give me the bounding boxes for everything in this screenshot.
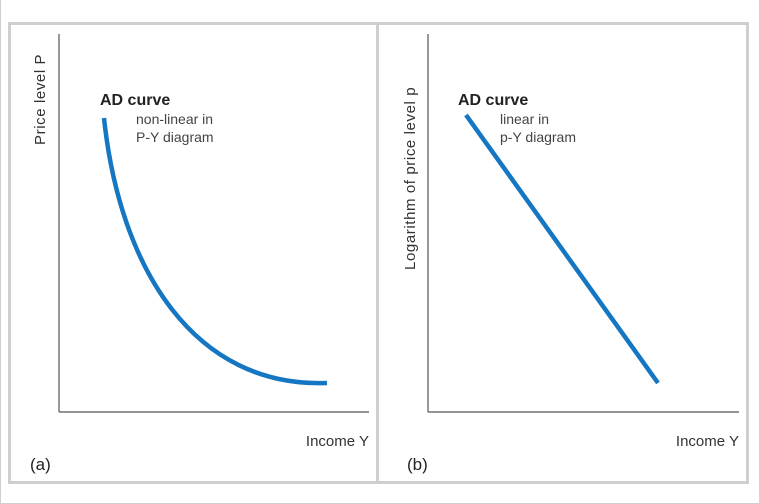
panel-a-ad-curve (101, 117, 328, 386)
panel-b-tag: (b) (407, 455, 428, 474)
panel-b-curve-title: AD curve (458, 92, 528, 109)
panel-a-curve-note-2: P-Y diagram (136, 129, 214, 145)
panel-a-tag: (a) (30, 455, 51, 474)
panel-a-curve-title: AD curve (100, 92, 170, 109)
panel-b-y-axis-label: Logarithm of price level p (402, 87, 419, 270)
panel-b-curve-note-2: p-Y diagram (500, 129, 576, 145)
panel-b-ad-curve (464, 113, 660, 385)
panel-b-x-axis-label: Income Y (676, 433, 739, 450)
panel-a-y-axis-label: Price level P (32, 54, 49, 145)
panel-a-x-axis-label: Income Y (306, 433, 369, 450)
panel-a-diagram: Price level P Income Y AD curve non-line… (30, 34, 369, 474)
panel-a (8, 22, 392, 484)
panel-b-diagram: Logarithm of price level p Income Y AD c… (402, 34, 739, 474)
panel-b-curve-note-1: linear in (500, 111, 549, 127)
panel-a-curve-note-1: non-linear in (136, 111, 213, 127)
